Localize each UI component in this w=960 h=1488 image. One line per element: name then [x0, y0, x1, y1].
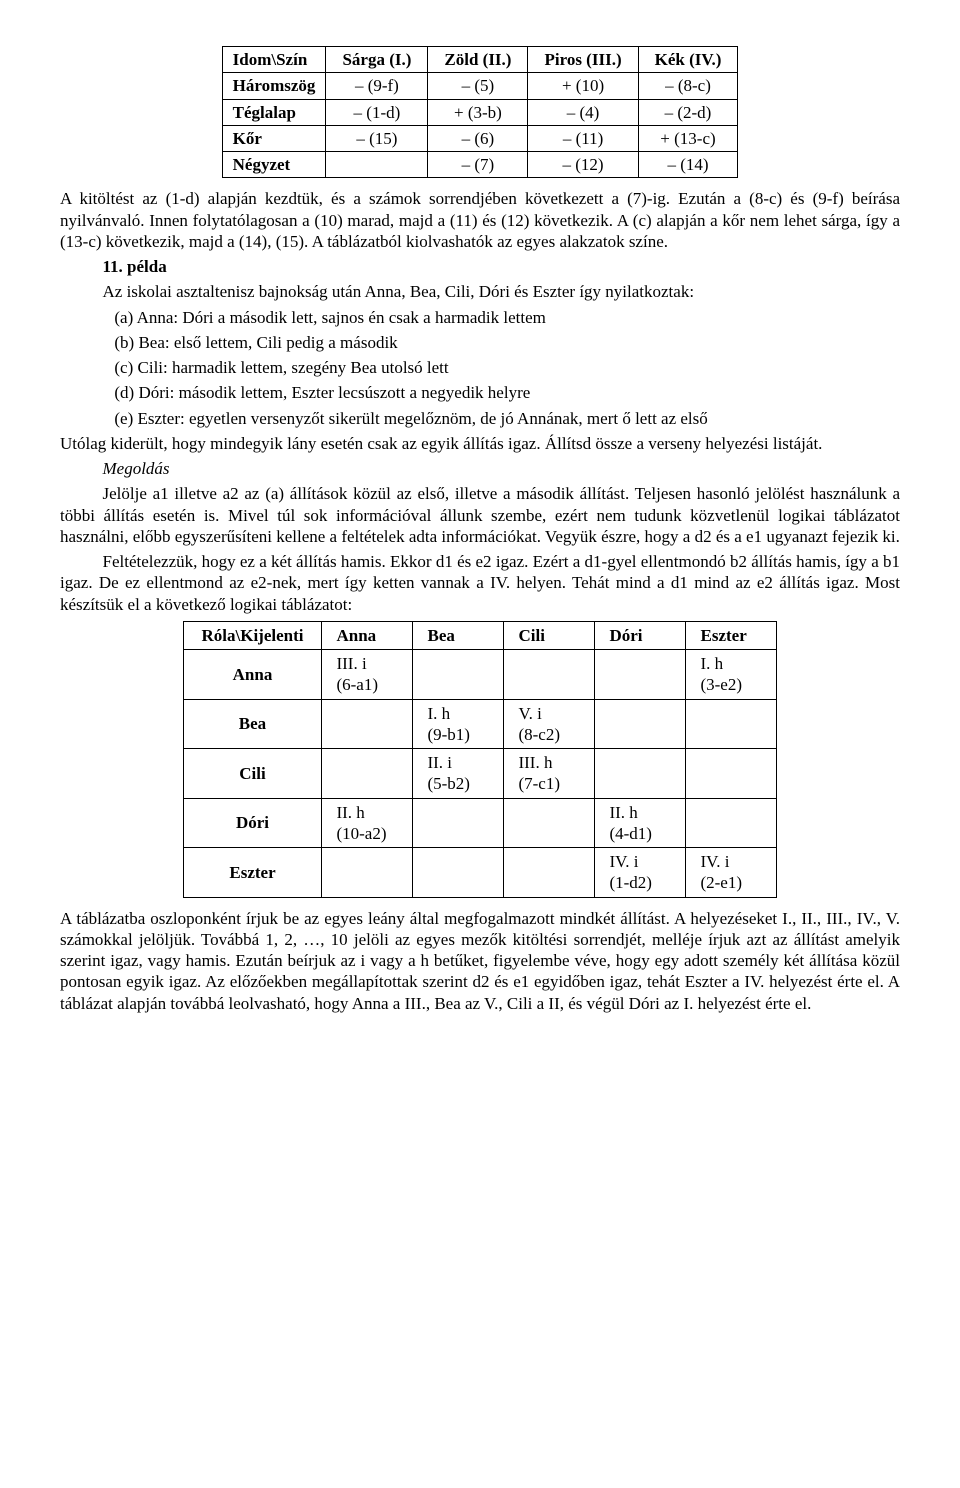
table-header-row: Idom\Szín Sárga (I.) Zöld (II.) Piros (I… — [222, 47, 738, 73]
list-item-d: (d) Dóri: második lettem, Eszter lecsúsz… — [114, 382, 900, 403]
table-row: Bea I. h (9-b1) V. i (8-c2) — [183, 699, 777, 749]
th-kek: Kék (IV.) — [638, 47, 738, 73]
th-bea: Bea — [413, 621, 504, 649]
paragraph-5: Feltételezzük, hogy ez a két állítás ham… — [60, 551, 900, 615]
th-anna: Anna — [322, 621, 413, 649]
table-row: Cili II. i (5-b2) III. h (7-c1) — [183, 749, 777, 799]
paragraph-3: Utólag kiderült, hogy mindegyik lány ese… — [60, 433, 900, 454]
paragraph-4: Jelölje a1 illetve a2 az (a) állítások k… — [60, 483, 900, 547]
table-row: Anna III. i (6-a1) I. h (3-e2) — [183, 650, 777, 700]
th-cili: Cili — [504, 621, 595, 649]
paragraph-6: A táblázatba oszloponként írjuk be az eg… — [60, 908, 900, 1014]
list-item-c: (c) Cili: harmadik lettem, szegény Bea u… — [114, 357, 900, 378]
paragraph-2: Az iskolai asztaltenisz bajnokság után A… — [60, 281, 900, 302]
th-zold: Zöld (II.) — [428, 47, 528, 73]
logic-table: Róla\Kijelenti Anna Bea Cili Dóri Eszter… — [183, 621, 778, 898]
solution-heading: Megoldás — [60, 458, 900, 479]
table-row: Háromszög – (9-f) – (5) + (10) – (8-c) — [222, 73, 738, 99]
table-row: Eszter IV. i (1-d2) IV. i (2-e1) — [183, 848, 777, 898]
th-idom: Idom\Szín — [222, 47, 326, 73]
statements-list: (a) Anna: Dóri a második lett, sajnos én… — [114, 307, 900, 429]
paragraph-1: A kitöltést az (1-d) alapján kezdtük, és… — [60, 188, 900, 252]
shape-color-table: Idom\Szín Sárga (I.) Zöld (II.) Piros (I… — [222, 46, 739, 178]
th-piros: Piros (III.) — [528, 47, 638, 73]
table-row: Négyzet – (7) – (12) – (14) — [222, 152, 738, 178]
table-header-row: Róla\Kijelenti Anna Bea Cili Dóri Eszter — [183, 621, 777, 649]
th-eszter: Eszter — [686, 621, 777, 649]
list-item-a: (a) Anna: Dóri a második lett, sajnos én… — [114, 307, 900, 328]
th-sarga: Sárga (I.) — [326, 47, 428, 73]
table-row: Téglalap – (1-d) + (3-b) – (4) – (2-d) — [222, 99, 738, 125]
table-row: Kőr – (15) – (6) – (11) + (13-c) — [222, 125, 738, 151]
list-item-b: (b) Bea: első lettem, Cili pedig a másod… — [114, 332, 900, 353]
example-heading: 11. példa — [60, 256, 900, 277]
th-rola: Róla\Kijelenti — [183, 621, 322, 649]
th-dori: Dóri — [595, 621, 686, 649]
table-row: Dóri II. h (10-a2) II. h (4-d1) — [183, 798, 777, 848]
list-item-e: (e) Eszter: egyetlen versenyzőt sikerült… — [114, 408, 900, 429]
